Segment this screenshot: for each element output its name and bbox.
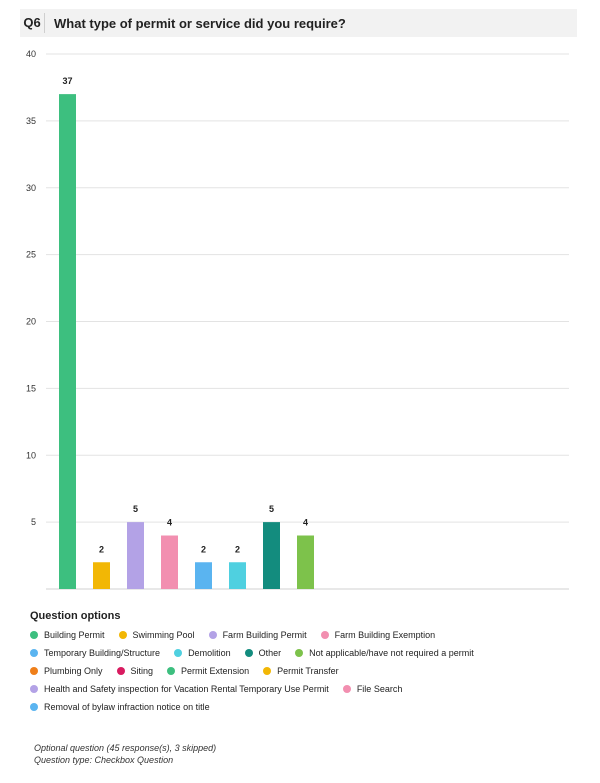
legend-label: Farm Building Permit: [222, 630, 307, 640]
legend-swatch: [30, 685, 38, 693]
legend-label: Removal of bylaw infraction notice on ti…: [44, 702, 210, 712]
y-tick-label: 15: [26, 383, 36, 393]
legend-swatch: [30, 649, 38, 657]
legend: Question options Building Permit Swimming…: [30, 610, 580, 716]
legend-item: Permit Extension: [167, 666, 249, 676]
legend-swatch: [174, 649, 183, 657]
question-header: Q6 What type of permit or service did yo…: [20, 9, 577, 37]
bar: [93, 562, 110, 589]
legend-item: Farm Building Exemption: [320, 630, 436, 640]
legend-label: Health and Safety inspection for Vacatio…: [44, 684, 329, 694]
bar-value-label: 4: [167, 518, 172, 528]
legend-item: Health and Safety inspection for Vacatio…: [30, 684, 329, 694]
legend-item: Permit Transfer: [263, 666, 339, 676]
legend-title: Question options: [30, 610, 121, 622]
legend-item: Not applicable/have not required a permi…: [295, 648, 474, 658]
legend-row: Plumbing Only Siting Permit Extension Permi…: [30, 662, 580, 680]
bar: [195, 562, 212, 589]
legend-label: Temporary Building/Structure: [44, 648, 161, 658]
y-tick-label: 40: [26, 49, 36, 59]
y-tick-label: 25: [26, 250, 36, 260]
legend-swatch: [263, 667, 272, 675]
legend-swatch: [244, 649, 253, 657]
legend-label: Not applicable/have not required a permi…: [309, 648, 474, 658]
legend-item: Demolition: [174, 648, 231, 658]
bar: [161, 535, 178, 589]
bar: [229, 562, 246, 589]
legend-label: Swimming Pool: [132, 630, 195, 640]
legend-row: Building Permit Swimming Pool Farm Buildin…: [30, 626, 580, 644]
legend-item: File Search: [342, 684, 403, 694]
legend-rows: Building Permit Swimming Pool Farm Buildin…: [30, 626, 580, 716]
legend-swatch: [30, 667, 38, 675]
legend-swatch: [295, 649, 304, 657]
bar-value-label: 2: [99, 544, 104, 554]
y-tick-label: 35: [26, 116, 36, 126]
legend-swatch: [167, 667, 176, 675]
question-title: What type of permit or service did you r…: [54, 15, 346, 31]
legend-label: Farm Building Exemption: [334, 630, 436, 640]
footer: Optional question (45 response(s), 3 ski…: [34, 742, 216, 766]
legend-swatch: [342, 685, 351, 693]
bar: [297, 535, 314, 589]
bar: [127, 522, 144, 589]
y-tick-label: 10: [26, 450, 36, 460]
legend-item: Swimming Pool: [118, 630, 195, 640]
legend-item: Siting: [116, 666, 154, 676]
footer-question-type: Question type: Checkbox Question: [34, 755, 174, 765]
legend-label: Plumbing Only: [44, 666, 103, 676]
legend-item: Temporary Building/Structure: [30, 648, 160, 658]
legend-swatch: [208, 631, 217, 639]
y-tick-label: 30: [26, 183, 36, 193]
legend-swatch: [118, 631, 127, 639]
legend-swatch: [116, 667, 125, 675]
legend-label: Building Permit: [44, 630, 105, 640]
bar-value-label: 2: [201, 544, 206, 554]
question-number: Q6: [20, 13, 45, 33]
legend-label: Permit Extension: [181, 666, 250, 676]
footer-optional-note: Optional question (45 response(s), 3 ski…: [34, 743, 217, 753]
legend-label: File Search: [356, 684, 403, 694]
legend-swatch: [30, 703, 38, 711]
legend-label: Siting: [130, 666, 154, 676]
bar-value-label: 2: [235, 544, 240, 554]
legend-swatch: [320, 631, 329, 639]
bar: [59, 94, 76, 589]
legend-item: Plumbing Only: [30, 666, 103, 676]
bar-value-label: 5: [269, 504, 274, 514]
legend-label: Demolition: [188, 648, 231, 658]
y-tick-label: 5: [31, 517, 36, 527]
legend-swatch: [30, 631, 38, 639]
bar-value-label: 5: [133, 504, 138, 514]
legend-label: Permit Transfer: [277, 666, 339, 676]
bar: [263, 522, 280, 589]
legend-item: Farm Building Permit: [208, 630, 307, 640]
bar-value-label: 4: [303, 518, 308, 528]
bar-value-label: 37: [62, 76, 72, 86]
legend-row: Temporary Building/Structure Demolition Ot…: [30, 644, 580, 662]
legend-item: Other: [244, 648, 282, 658]
legend-row: Health and Safety inspection for Vacatio…: [30, 680, 580, 698]
legend-item: Removal of bylaw infraction notice on ti…: [30, 702, 210, 712]
legend-label: Other: [258, 648, 282, 658]
legend-row: Removal of bylaw infraction notice on ti…: [30, 698, 580, 716]
y-tick-label: 20: [26, 317, 36, 327]
legend-item: Building Permit: [30, 630, 105, 640]
